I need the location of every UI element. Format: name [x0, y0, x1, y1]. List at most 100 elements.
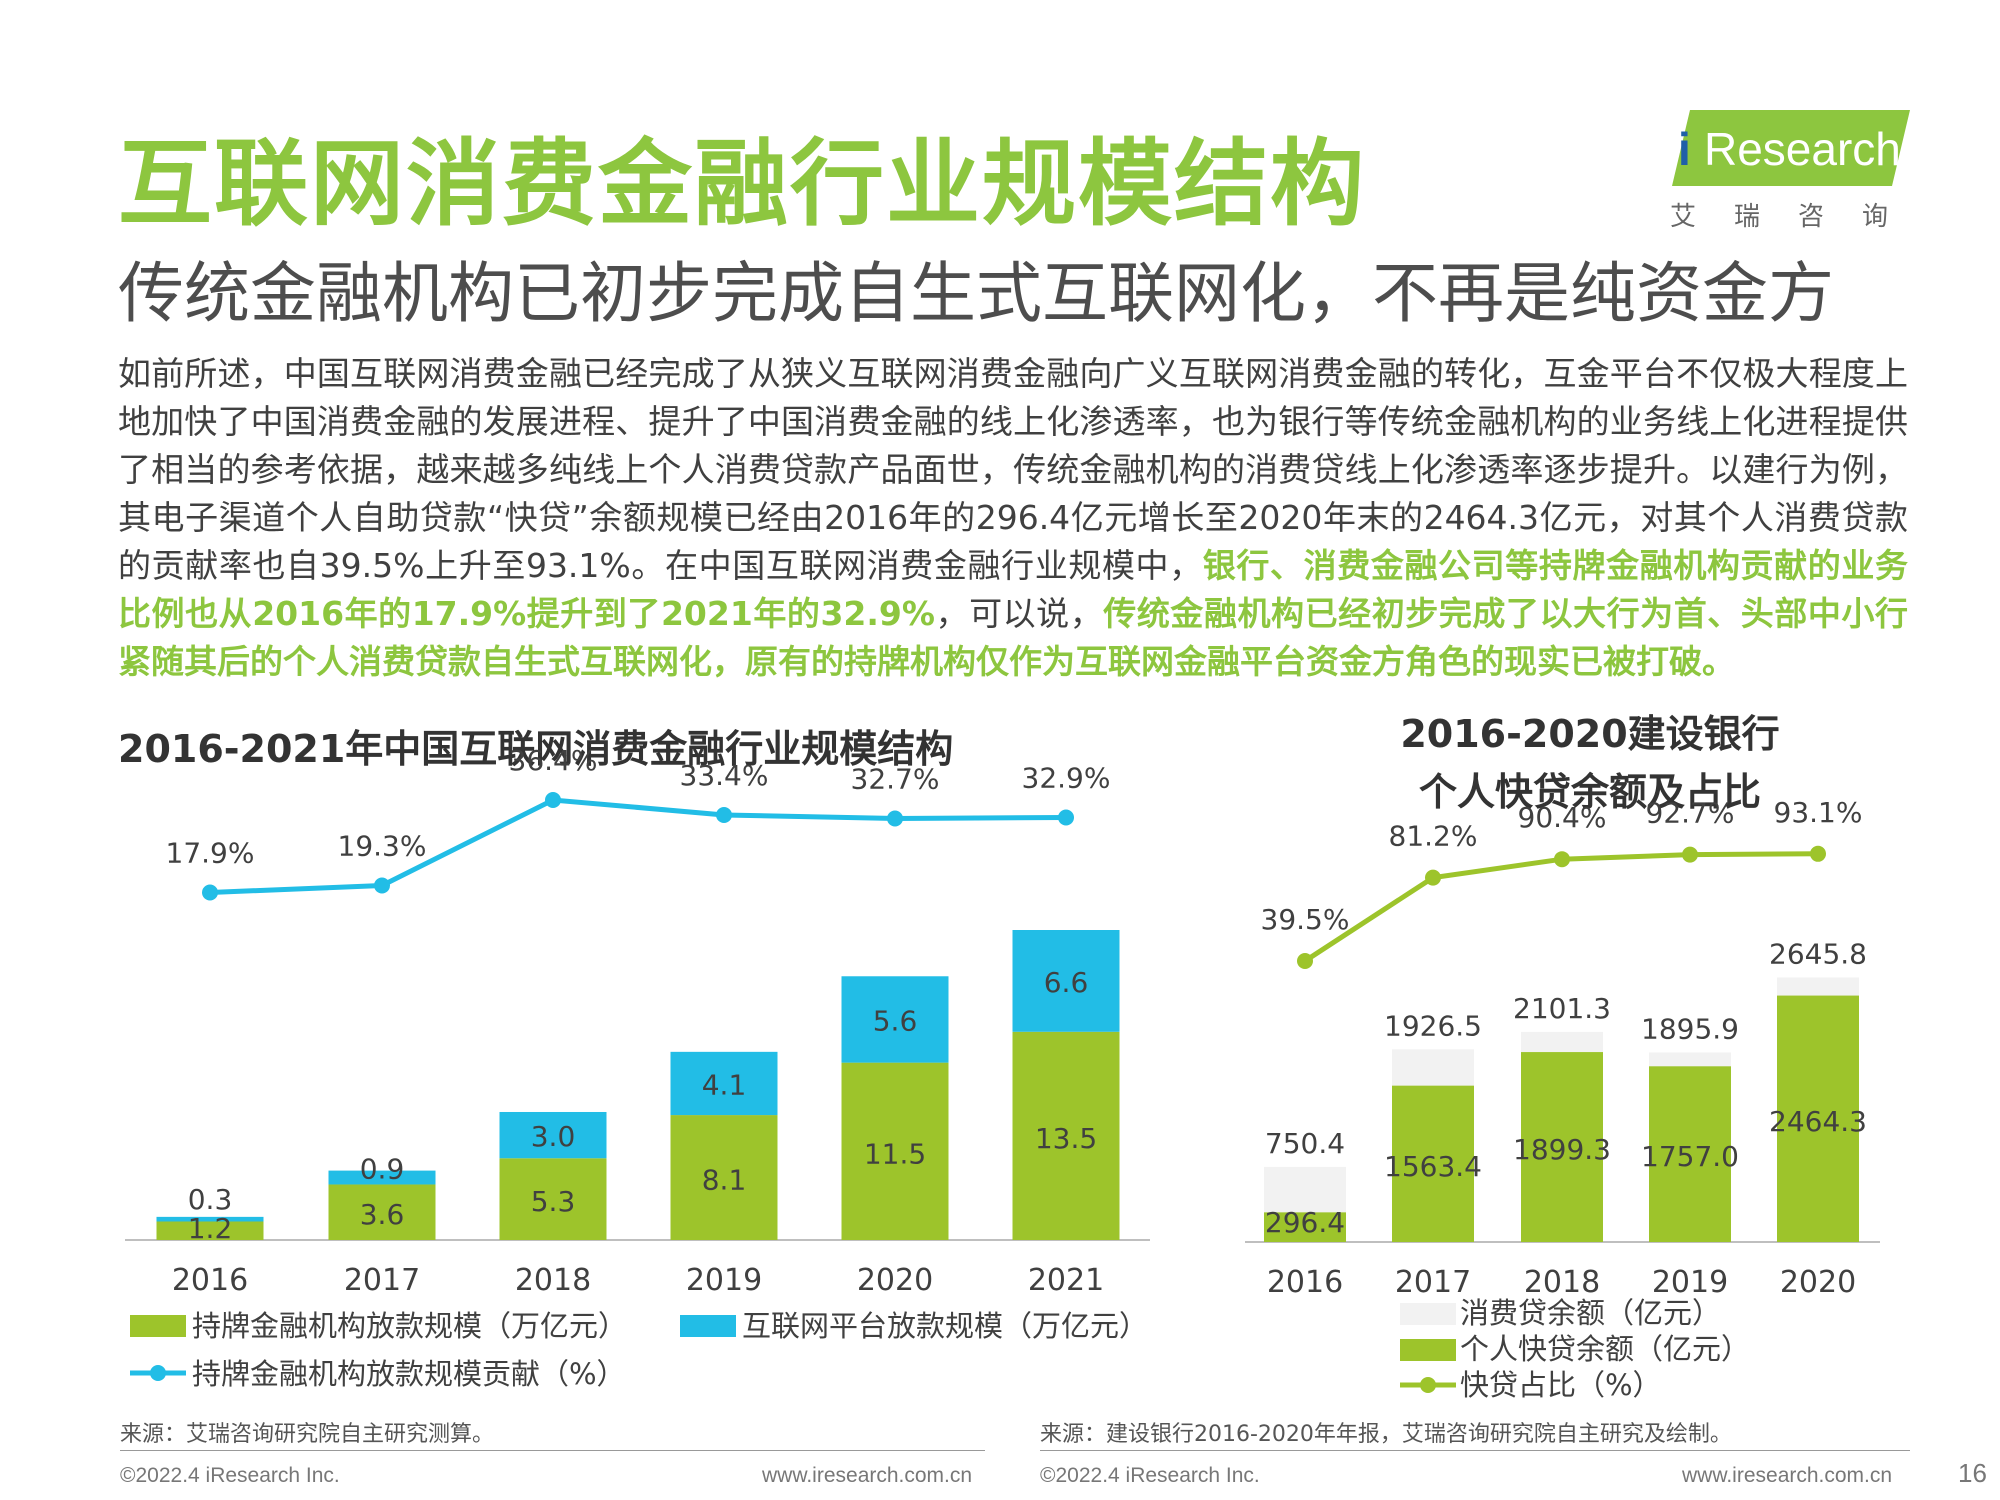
chart2-title-line2: 个人快贷余额及占比 [1418, 770, 1761, 814]
chart1-label-licensed-2020: 11.5 [864, 1137, 926, 1170]
chart2-tick-2017: 2017 [1395, 1265, 1471, 1300]
chart1-label-platform-2020: 5.6 [873, 1004, 918, 1037]
chart2-share-line [1303, 851, 1819, 964]
url-left: www.iresearch.com.cn [762, 1464, 973, 1487]
chart1-bar-platform-2019 [670, 1051, 778, 1116]
paragraph-highlight-1: 银行、消费金融公司等持牌金融机构贡献的业务比例也从2016年的17.9%提升到了… [118, 546, 1909, 633]
chart2-bar-kuaidai-2017 [1392, 1085, 1474, 1242]
chart2-title-line1: 2016-2020建设银行 [1400, 712, 1780, 756]
chart2-title: 2016-2020建设银行 个人快贷余额及占比 [1290, 705, 1890, 821]
chart1-label-platform-2016: 0.3 [188, 1183, 233, 1216]
chart1-tick-2021: 2021 [1028, 1263, 1104, 1298]
chart2-bar-kuaidai-2020 [1777, 995, 1859, 1242]
chart1-point-2016 [202, 884, 218, 901]
chart2-tick-2016: 2016 [1267, 1265, 1343, 1300]
chart1-point-label-2018: 36.4% [509, 744, 598, 777]
chart1-label-licensed-2019: 8.1 [702, 1164, 747, 1197]
chart1-legend-licensed: 持牌金融机构放款规模（万亿元） [192, 1309, 627, 1343]
logo-i: i [1678, 123, 1691, 175]
chart1-bar-licensed-2019 [670, 1115, 778, 1240]
chart2-label-consumer-loan-2019: 1895.9 [1641, 1012, 1739, 1045]
chart1-point-2021 [1058, 809, 1074, 826]
chart2-label-consumer-loan-2016: 750.4 [1265, 1127, 1345, 1160]
chart1-legend-line: 持牌金融机构放款规模贡献（%） [192, 1357, 626, 1391]
chart1-point-2018 [545, 792, 561, 808]
chart1-label-licensed-2017: 3.6 [360, 1198, 405, 1231]
chart1-point-label-2017: 19.3% [338, 830, 427, 863]
chart1-label-platform-2017: 0.9 [360, 1153, 405, 1186]
chart1-bar-platform-2021 [1012, 930, 1120, 1032]
source-right: 来源：建设银行2016-2020年年报，艾瑞咨询研究院自主研究及绘制。 [1040, 1422, 1732, 1447]
chart1-legend-swatch-platform [680, 1315, 736, 1337]
chart2-label-kuaidai-2017: 1563.4 [1384, 1150, 1482, 1183]
chart2-bar-kuaidai-2018 [1521, 1052, 1603, 1242]
chart2-point-2020 [1810, 845, 1826, 862]
chart2-legend-swatch-kuaidai [1400, 1339, 1456, 1361]
chart1-bar-licensed-2018 [499, 1158, 607, 1240]
chart2-point-label-2019: 92.7% [1646, 797, 1735, 830]
chart1-point-label-2019: 33.4% [680, 759, 769, 792]
logo-chinese: 艾瑞咨询 [1670, 202, 1927, 232]
paragraph-text-2: ，可以说， [934, 594, 1104, 633]
chart1-tick-2016: 2016 [172, 1263, 248, 1298]
page-number: 16 [1958, 1458, 1987, 1488]
chart1-legend-platform: 互联网平台放款规模（万亿元） [742, 1309, 1148, 1343]
chart2-label-kuaidai-2020: 2464.3 [1769, 1105, 1867, 1138]
chart2-legend-swatch-consumer-loan [1400, 1303, 1456, 1325]
chart2-label-kuaidai-2018: 1899.3 [1513, 1133, 1611, 1166]
chart2-point-label-2016: 39.5% [1261, 903, 1350, 936]
chart2-label-consumer-loan-2018: 2101.3 [1513, 992, 1611, 1025]
copyright-right: ©2022.4 iResearch Inc. [1040, 1464, 1260, 1487]
chart2-tick-2018: 2018 [1524, 1265, 1600, 1300]
copyright-left: ©2022.4 iResearch Inc. [120, 1464, 340, 1487]
logo-mark-icon [1672, 110, 1910, 186]
chart2-legend-line-marker [1420, 1377, 1436, 1393]
chart1-tick-2020: 2020 [857, 1263, 933, 1298]
chart1-bar-licensed-2017 [328, 1184, 436, 1240]
chart1-bar-platform-2018 [499, 1111, 607, 1159]
url-right: www.iresearch.com.cn [1682, 1464, 1893, 1487]
logo-wordmark: Research [1704, 123, 1901, 175]
chart2-point-2019 [1682, 846, 1698, 863]
chart2-point-2018 [1554, 851, 1570, 868]
chart1-legend-swatch-licensed [130, 1315, 186, 1337]
chart1-label-licensed-2018: 5.3 [531, 1185, 576, 1218]
chart2-label-kuaidai-2019: 1757.0 [1641, 1140, 1739, 1173]
chart1-bar-licensed-2016 [156, 1221, 264, 1240]
footer-divider-left [120, 1450, 985, 1451]
chart2-legend-kuaidai: 个人快贷余额（亿元） [1460, 1332, 1750, 1366]
chart2-label-kuaidai-2016: 296.4 [1265, 1206, 1345, 1239]
chart2-tick-2019: 2019 [1652, 1265, 1728, 1300]
paragraph-text-1: 如前所述，中国互联网消费金融已经完成了从狭义互联网消费金融向广义互联网消费金融的… [118, 354, 1908, 585]
chart1-tick-2019: 2019 [686, 1263, 762, 1298]
chart1-point-2020 [887, 810, 903, 827]
chart1-tick-2018: 2018 [515, 1263, 591, 1298]
chart1-bar-licensed-2020 [841, 1062, 949, 1240]
chart1-point-label-2021: 32.9% [1022, 762, 1111, 795]
chart1-label-platform-2021: 6.6 [1044, 966, 1089, 999]
page-subtitle: 传统金融机构已初步完成自生式互联网化，不再是纯资金方 [118, 255, 1834, 332]
chart2-label-consumer-loan-2017: 1926.5 [1384, 1009, 1482, 1042]
chart2-label-consumer-loan-2020: 2645.8 [1769, 937, 1867, 970]
chart1-contribution-line [209, 797, 1067, 895]
chart1-label-licensed-2021: 13.5 [1035, 1122, 1097, 1155]
chart2-legend-line: 快贷占比（%） [1460, 1368, 1662, 1402]
chart2-bar-kuaidai-2016 [1264, 1212, 1346, 1242]
chart1-legend-line-marker [150, 1365, 166, 1381]
chart1-bar-licensed-2021 [1012, 1031, 1120, 1240]
chart1-tick-2017: 2017 [344, 1263, 420, 1298]
page-title: 互联网消费金融行业规模结构 [118, 130, 1367, 239]
chart1-point-label-2020: 32.7% [851, 763, 940, 796]
intro-paragraph: 如前所述，中国互联网消费金融已经完成了从狭义互联网消费金融向广义互联网消费金融的… [118, 350, 1908, 686]
chart1-label-licensed-2016: 1.2 [188, 1212, 233, 1245]
chart2-point-label-2018: 90.4% [1518, 801, 1607, 834]
chart1-point-label-2016: 17.9% [166, 837, 255, 870]
chart2-point-label-2020: 93.1% [1774, 796, 1863, 829]
chart1-bar-platform-2016 [156, 1216, 264, 1222]
chart1-bar-platform-2020 [841, 976, 949, 1063]
chart2-point-2016 [1297, 953, 1313, 969]
paragraph-highlight-2: 传统金融机构已经初步完成了以大行为首、头部中小行紧随其后的个人消费贷款自生式互联… [118, 594, 1909, 681]
chart1-label-platform-2018: 3.0 [531, 1120, 576, 1153]
